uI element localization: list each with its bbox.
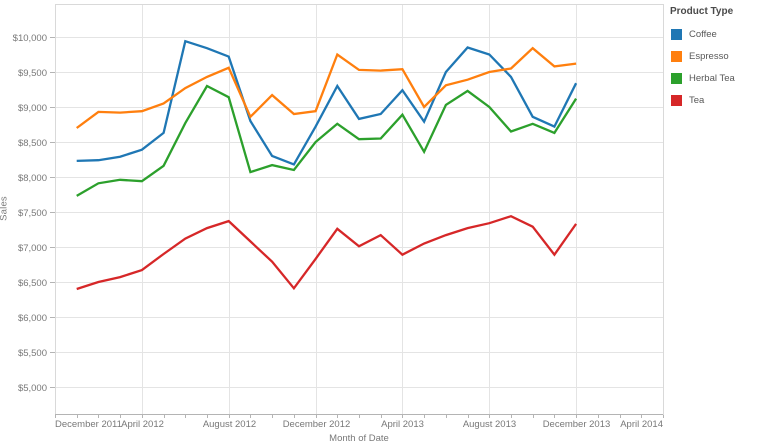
legend-items: Coffee Espresso Herbal Tea Tea — [669, 23, 764, 111]
x-axis-title: Month of Date — [329, 433, 389, 444]
series-line-coffee[interactable] — [76, 39, 578, 166]
legend-item-label: Herbal Tea — [689, 72, 735, 84]
series-line-espresso[interactable] — [76, 46, 577, 129]
x-tick-label: August 2013 — [463, 419, 516, 430]
y-tick-label: $7,000 — [18, 243, 47, 254]
legend-item-label: Coffee — [689, 28, 717, 40]
x-tick-label: April 2012 — [121, 419, 164, 430]
y-tick-label: $9,500 — [18, 68, 47, 79]
x-tick-label: December 2011 — [55, 419, 122, 430]
x-tick-label: August 2012 — [203, 419, 256, 430]
x-tick-label: December 2013 — [543, 419, 611, 430]
legend-item-coffee[interactable]: Coffee — [669, 23, 764, 45]
legend-swatch-tea-icon — [671, 94, 682, 106]
y-tick-label: $5,500 — [18, 348, 47, 359]
y-tick-label: $8,000 — [18, 173, 47, 184]
legend-item-espresso[interactable]: Espresso — [669, 45, 764, 67]
series-line-tea[interactable] — [76, 214, 578, 291]
x-tick-label: April 2013 — [381, 419, 424, 430]
legend-item-tea[interactable]: Tea — [669, 89, 764, 111]
y-tick-label: $5,000 — [18, 383, 47, 394]
legend-swatch-espresso-icon — [671, 50, 682, 62]
y-tick-label: $9,000 — [18, 103, 47, 114]
legend-swatch-herbal-tea-icon — [671, 72, 682, 84]
legend-item-herbal-tea[interactable]: Herbal Tea — [669, 67, 764, 89]
y-tick-label: $6,000 — [18, 313, 47, 324]
x-tick-label: April 2014 — [620, 419, 663, 430]
x-tick-label: December 2012 — [283, 419, 351, 430]
legend-item-label: Tea — [689, 94, 705, 106]
series-line-herbal-tea[interactable] — [76, 84, 578, 197]
y-axis-title: Sales — [0, 196, 10, 221]
y-tick-label: $7,500 — [18, 208, 47, 219]
legend-swatch-coffee-icon — [671, 28, 682, 40]
y-tick-label: $10,000 — [13, 33, 47, 44]
legend-item-label: Espresso — [689, 50, 729, 62]
y-tick-label: $8,500 — [18, 138, 47, 149]
legend-title: Product Type — [670, 6, 734, 17]
legend: Product Type Coffee Espresso Herbal Tea Tea — [669, 4, 764, 111]
y-tick-label: $6,500 — [18, 278, 47, 289]
